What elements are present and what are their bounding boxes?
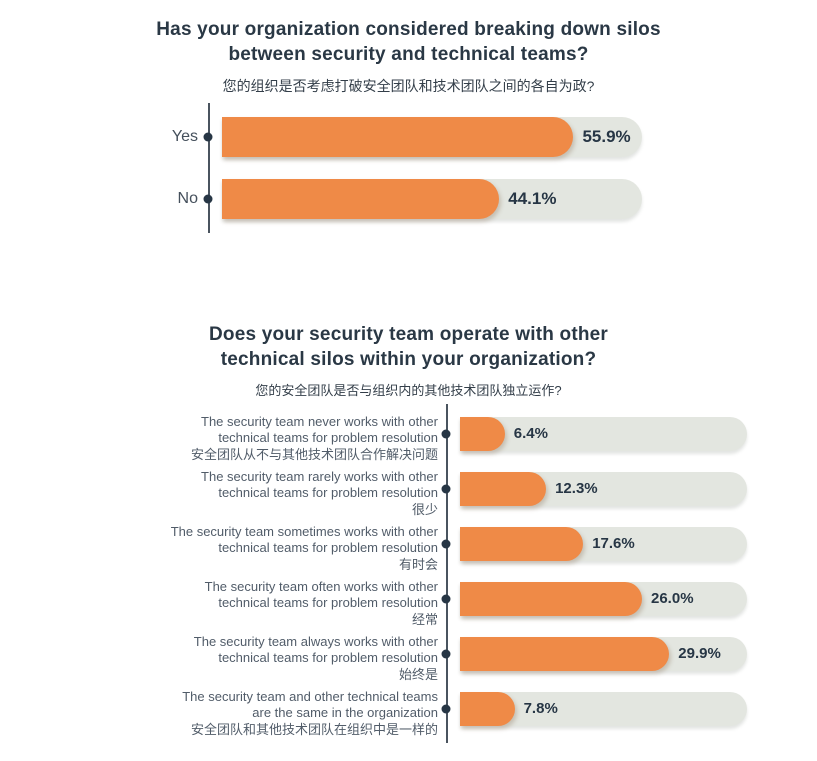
category-label-en: are the same in the organization [252, 705, 438, 721]
bar-fill-always: 29.9% [460, 637, 721, 672]
bar-row-sometimes: The security team sometimes works with o… [0, 524, 817, 582]
chart-security-team-silos: Does your security team operate with oth… [0, 322, 817, 747]
value-label-rarely: 12.3% [555, 480, 598, 498]
category-label-rarely: The security team rarely works with othe… [28, 469, 438, 518]
category-label-en: The security team and other technical te… [182, 689, 438, 705]
category-dot [203, 132, 213, 142]
bar-row-no: No 44.1% [0, 168, 817, 230]
bar-track: 26.0% [460, 582, 747, 617]
chart2-title: Does your security team operate with oth… [0, 322, 817, 372]
category-label-never: The security team never works with other… [28, 414, 438, 463]
bar-track: 29.9% [460, 637, 747, 672]
category-label-always: The security team always works with othe… [28, 634, 438, 683]
chart1-title-line2: between security and technical teams? [228, 44, 589, 66]
category-dot [441, 594, 451, 604]
bar-fill-often: 26.0% [460, 582, 694, 617]
chart-silos-considered: Has your organization considered breakin… [0, 0, 817, 234]
value-label-yes: 55.9% [582, 127, 631, 147]
category-label-zh: 始终是 [398, 667, 438, 683]
category-label-en: The security team always works with othe… [193, 634, 438, 650]
chart2-axis-line [446, 404, 448, 744]
chart1-plot-area: Yes 55.9% No 44.1% [0, 103, 817, 234]
category-dot [441, 429, 451, 439]
category-label-zh: 很少 [411, 502, 438, 518]
category-label-zh: 经常 [411, 612, 438, 628]
bar-row-always: The security team always works with othe… [0, 634, 817, 692]
chart2-title-line2: technical silos within your organization… [220, 349, 597, 371]
category-label-yes: Yes [171, 128, 198, 146]
chart2-title-line1: Does your security team operate with oth… [208, 324, 609, 346]
value-label-never: 6.4% [513, 425, 548, 443]
value-label-same: 7.8% [523, 700, 558, 718]
category-label-en: technical teams for problem resolution [218, 485, 438, 501]
bar-track: 44.1% [222, 179, 642, 220]
category-label-zh: 安全团队和其他技术团队在组织中是一样的 [190, 722, 438, 738]
bar-fill-same: 7.8% [460, 692, 558, 727]
category-label-sometimes: The security team sometimes works with o… [28, 524, 438, 573]
category-dot [441, 539, 451, 549]
category-dot [441, 484, 451, 494]
category-label-no: No [177, 190, 198, 208]
chart2-plot-area: The security team never works with other… [0, 404, 817, 747]
category-label-often: The security team often works with other… [28, 579, 438, 628]
category-dot [441, 649, 451, 659]
bar-row-often: The security team often works with other… [0, 579, 817, 637]
value-label-often: 26.0% [651, 590, 694, 608]
bar-row-rarely: The security team rarely works with othe… [0, 469, 817, 527]
value-label-sometimes: 17.6% [592, 535, 635, 553]
chart1-title-line1: Has your organization considered breakin… [156, 19, 661, 40]
category-label-en: technical teams for problem resolution [218, 430, 438, 446]
chart2-subtitle-zh: 您的安全团队是否与组织内的其他技术团队独立运作? [255, 383, 562, 399]
chart1-axis-line [208, 103, 210, 234]
category-label-en: The security team never works with other [201, 414, 438, 430]
bar-fill-sometimes: 17.6% [460, 527, 635, 562]
bar-fill-never: 6.4% [460, 417, 548, 452]
value-label-always: 29.9% [678, 645, 721, 663]
category-dot [203, 194, 213, 204]
bar-track: 12.3% [460, 472, 747, 507]
bar-row-yes: Yes 55.9% [0, 106, 817, 168]
category-dot [441, 704, 451, 714]
bar-fill-yes: 55.9% [222, 117, 631, 158]
bar-row-never: The security team never works with other… [0, 414, 817, 472]
category-label-en: technical teams for problem resolution [218, 650, 438, 666]
chart1-title: Has your organization considered breakin… [0, 17, 817, 67]
category-label-en: technical teams for problem resolution [218, 540, 438, 556]
category-label-same: The security team and other technical te… [28, 689, 438, 738]
bar-track: 6.4% [460, 417, 747, 452]
category-label-en: technical teams for problem resolution [218, 595, 438, 611]
bar-fill-no: 44.1% [222, 179, 556, 220]
chart1-subtitle-zh: 您的组织是否考虑打破安全团队和技术团队之间的各自为政? [222, 78, 595, 95]
category-label-en: The security team sometimes works with o… [170, 524, 438, 540]
bar-fill-rarely: 12.3% [460, 472, 598, 507]
category-label-en: The security team often works with other [204, 579, 438, 595]
bar-track: 17.6% [460, 527, 747, 562]
bar-track: 55.9% [222, 117, 642, 158]
bar-row-same: The security team and other technical te… [0, 689, 817, 747]
category-label-zh: 安全团队从不与其他技术团队合作解决问题 [190, 447, 438, 463]
category-label-zh: 有时会 [398, 557, 438, 573]
bar-track: 7.8% [460, 692, 747, 727]
value-label-no: 44.1% [508, 189, 557, 209]
category-label-en: The security team rarely works with othe… [201, 469, 438, 485]
